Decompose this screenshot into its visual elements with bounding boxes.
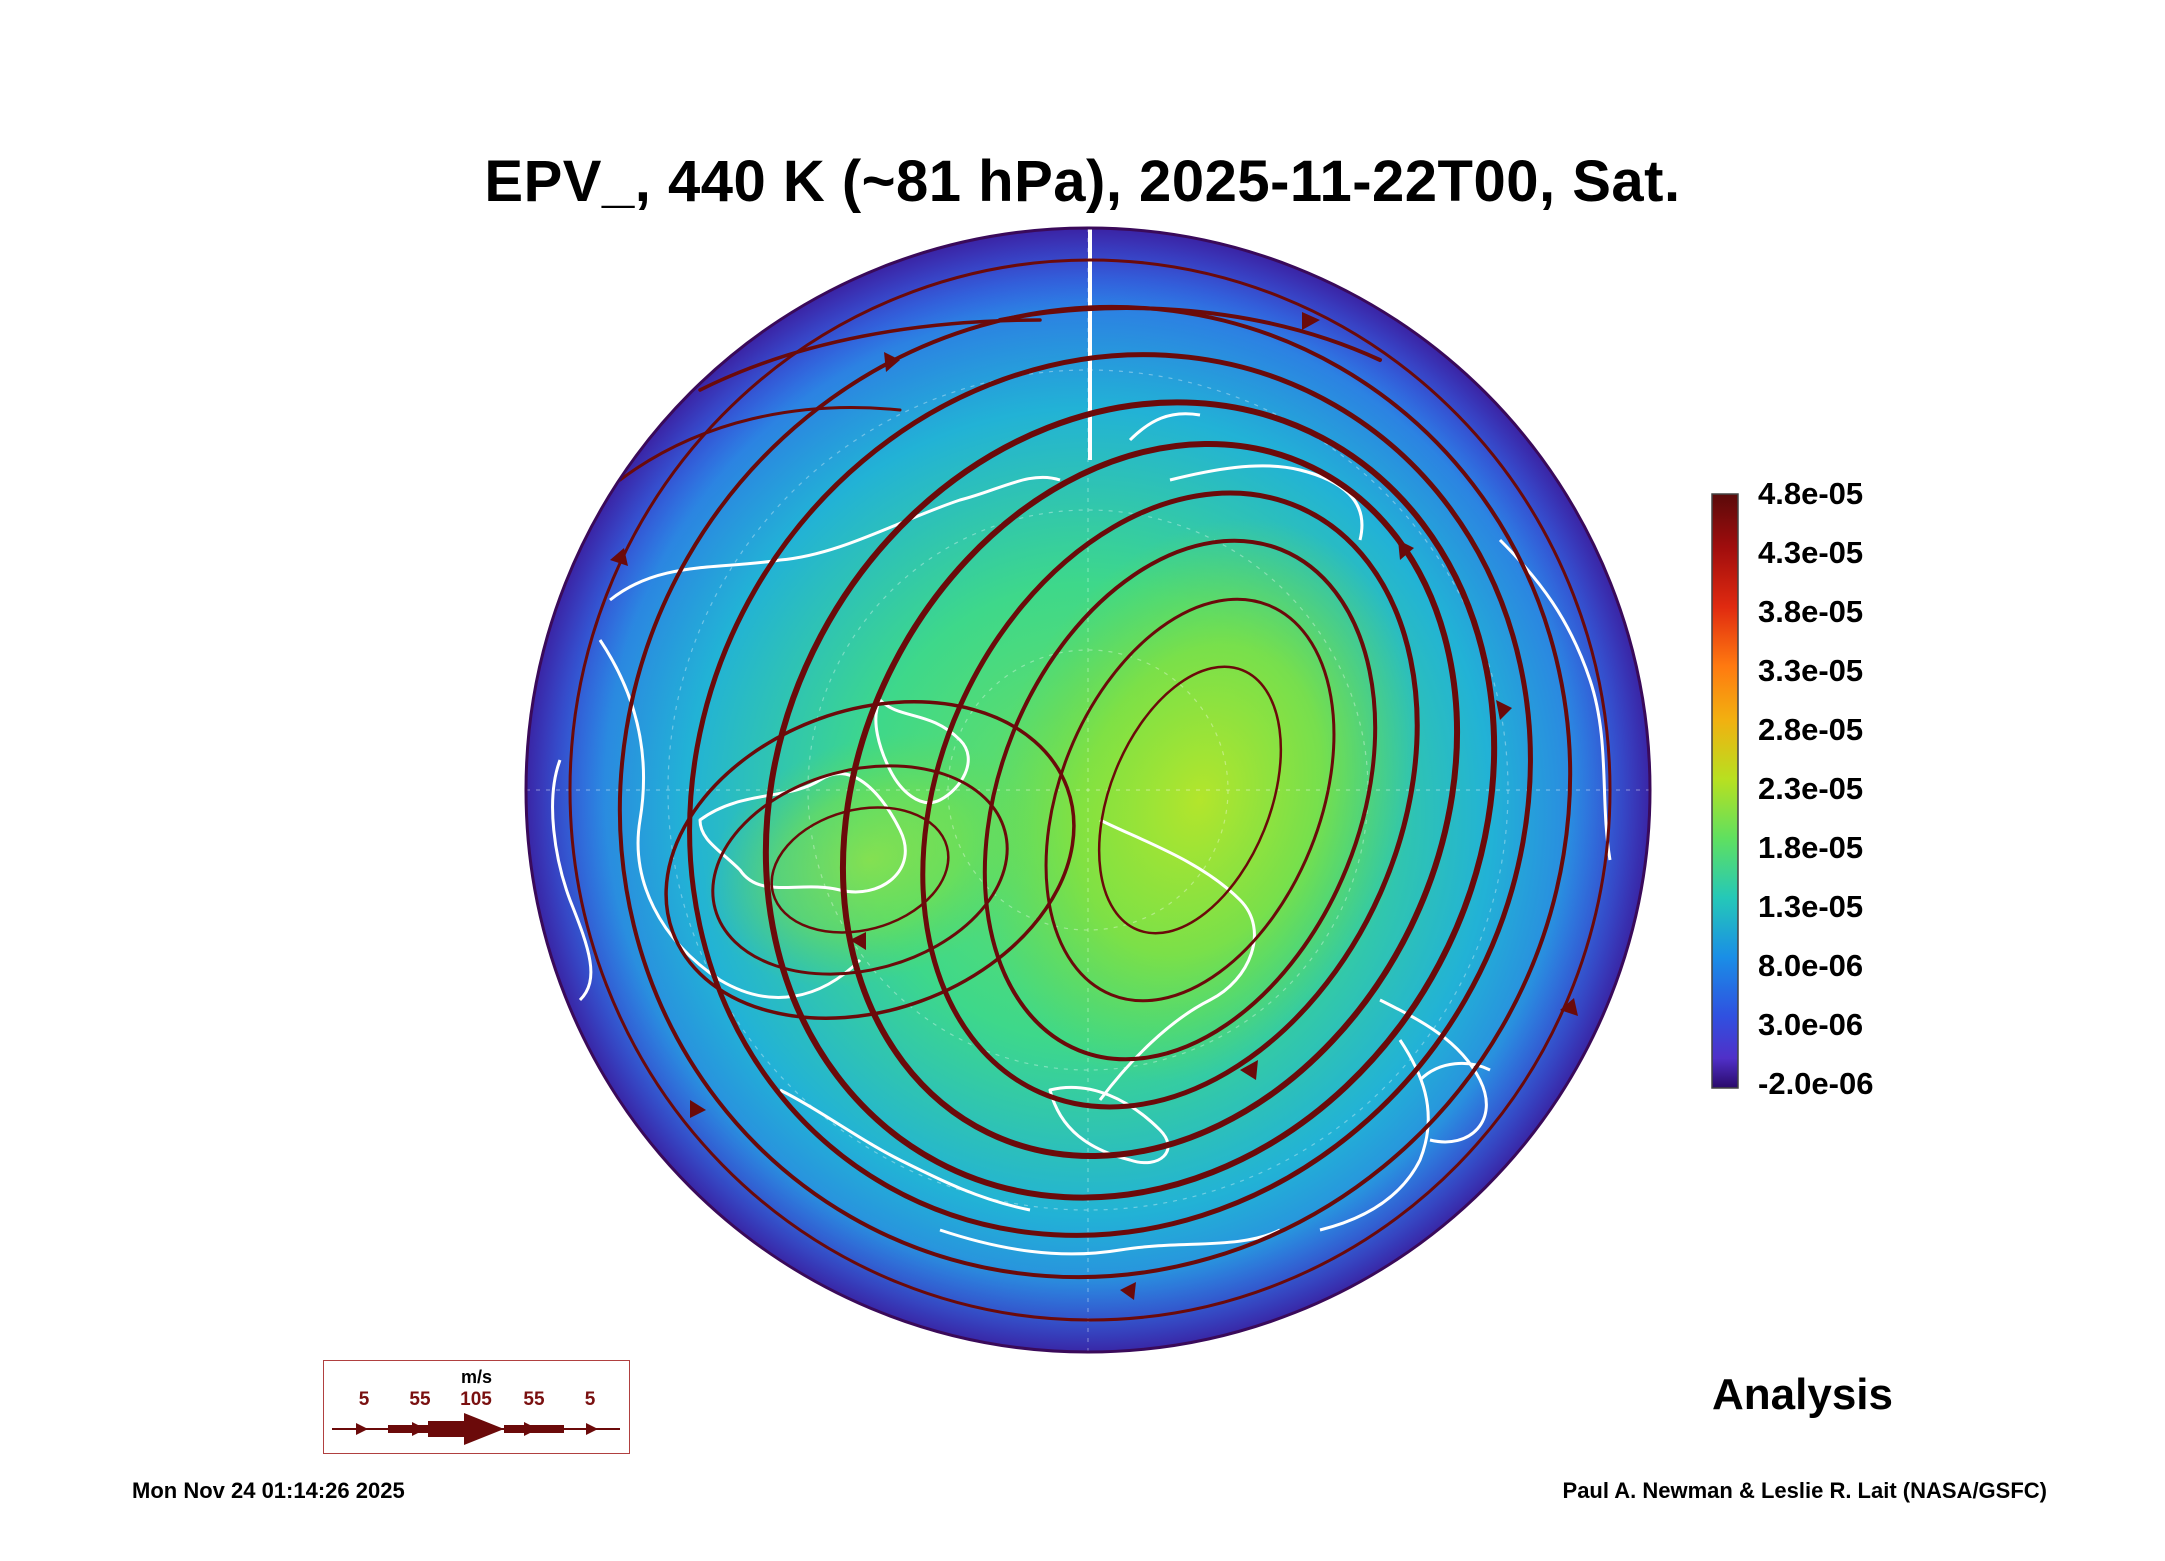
colorbar: [1711, 493, 1739, 1089]
colorbar-label: 3.0e-06: [1758, 1007, 1864, 1042]
colorbar-label: 1.8e-05: [1758, 830, 1864, 865]
analysis-label: Analysis: [1712, 1370, 1893, 1419]
wind-legend-arrow: [332, 1413, 620, 1445]
colorbar-label: 2.3e-05: [1758, 771, 1864, 806]
coastlines: [551, 412, 1612, 1256]
colorbar-label: 4.3e-05: [1758, 535, 1864, 570]
colorbar-label: 3.3e-05: [1758, 653, 1864, 688]
colorbar-label: 2.8e-05: [1758, 712, 1864, 747]
colorbar-label: 8.0e-06: [1758, 948, 1864, 983]
wind-legend-value: 105: [460, 1389, 492, 1410]
colorbar-label: 3.8e-05: [1758, 594, 1864, 629]
wind-legend-unit: m/s: [460, 1367, 493, 1387]
wind-legend-value: 5: [358, 1389, 370, 1410]
streamline-arrows: [610, 312, 1578, 1300]
colorbar-label: 4.8e-05: [1758, 476, 1864, 511]
wind-legend-value: 55: [409, 1389, 431, 1410]
colorbar-label: -2.0e-06: [1758, 1066, 1874, 1101]
credit: Paul A. Newman & Leslie R. Lait (NASA/GS…: [1562, 1478, 2047, 1503]
map-title: EPV_, 440 K (~81 hPa), 2025-11-22T00, Sa…: [484, 149, 1681, 214]
globe-outline: [524, 226, 1652, 1354]
wind-streamlines: [568, 258, 1612, 1322]
wind-legend-value: 55: [523, 1389, 545, 1410]
wind-legend-value: 5: [584, 1389, 596, 1410]
timestamp: Mon Nov 24 01:14:26 2025: [132, 1478, 405, 1503]
colorbar-label: 1.3e-05: [1758, 889, 1864, 924]
wind-speed-legend: m/s 5 55 105 55 5: [323, 1360, 630, 1454]
